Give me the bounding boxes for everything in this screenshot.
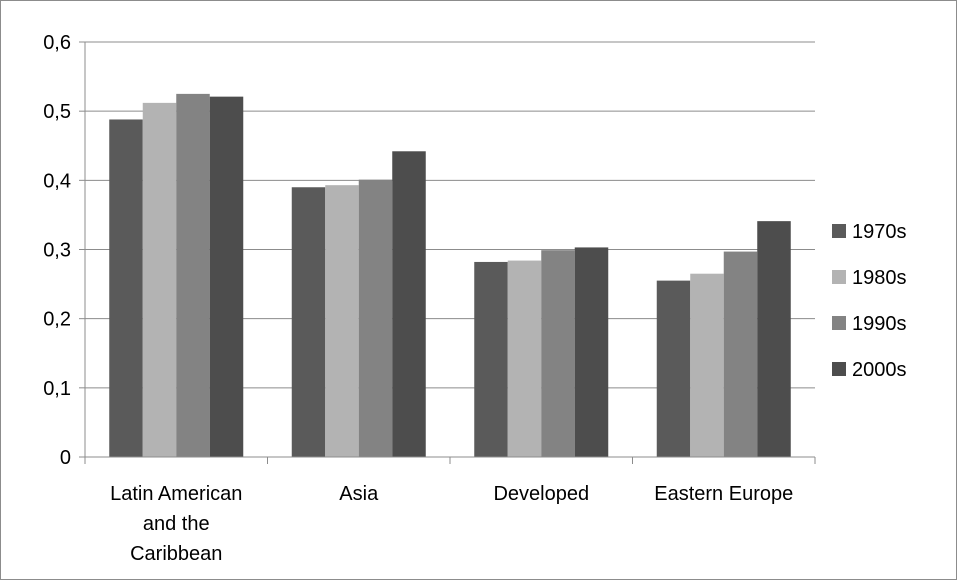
bar-1970s-0: [109, 119, 143, 457]
bar-2000s-3: [757, 221, 791, 457]
legend-swatch: [832, 270, 846, 284]
bar-1990s-1: [358, 179, 393, 457]
y-tick-label: 0: [60, 447, 71, 469]
bar-1980s-1: [325, 185, 359, 458]
bar-1970s-3: [656, 280, 691, 457]
legend-swatch: [832, 224, 846, 238]
y-tick-label: 0,2: [43, 309, 71, 331]
bar-1990s-0: [176, 93, 210, 457]
x-category-label: Asia: [339, 483, 379, 505]
bar-1970s-1: [291, 187, 326, 457]
x-category-label: Caribbean: [130, 543, 222, 565]
legend-label: 2000s: [852, 359, 907, 381]
bar-1990s-2: [541, 250, 575, 457]
legend: 1970s 1980s 1990s 2000s: [832, 221, 907, 381]
bar-1980s-2: [507, 260, 542, 457]
x-category-label: Developed: [493, 483, 589, 505]
bar-1980s-3: [690, 273, 724, 457]
bar-1970s-2: [474, 261, 508, 457]
bar-2000s-2: [574, 247, 609, 457]
y-tick-label: 0,3: [43, 240, 71, 262]
legend-label: 1970s: [852, 221, 907, 243]
bar-1980s-0: [142, 102, 177, 457]
x-category-label: and the: [143, 513, 210, 535]
bar-2000s-0: [209, 96, 244, 458]
y-tick-label: 0,6: [43, 32, 71, 54]
bars: [109, 93, 791, 458]
legend-swatch: [832, 316, 846, 330]
legend-label: 1990s: [852, 313, 907, 335]
legend-label: 1980s: [852, 267, 907, 289]
legend-swatch: [832, 362, 846, 376]
y-tick-label: 0,1: [43, 378, 71, 400]
y-tick-label: 0,5: [43, 101, 71, 123]
bar-2000s-1: [392, 151, 426, 458]
x-category-label: Eastern Europe: [654, 483, 793, 505]
bar-1990s-3: [723, 251, 758, 457]
axes: 0 0,1 0,2 0,3 0,4 0,5 0,6 Latin American and the…: [43, 32, 816, 565]
y-tick-label: 0,4: [43, 170, 71, 192]
x-category-label: Latin American: [110, 483, 242, 505]
